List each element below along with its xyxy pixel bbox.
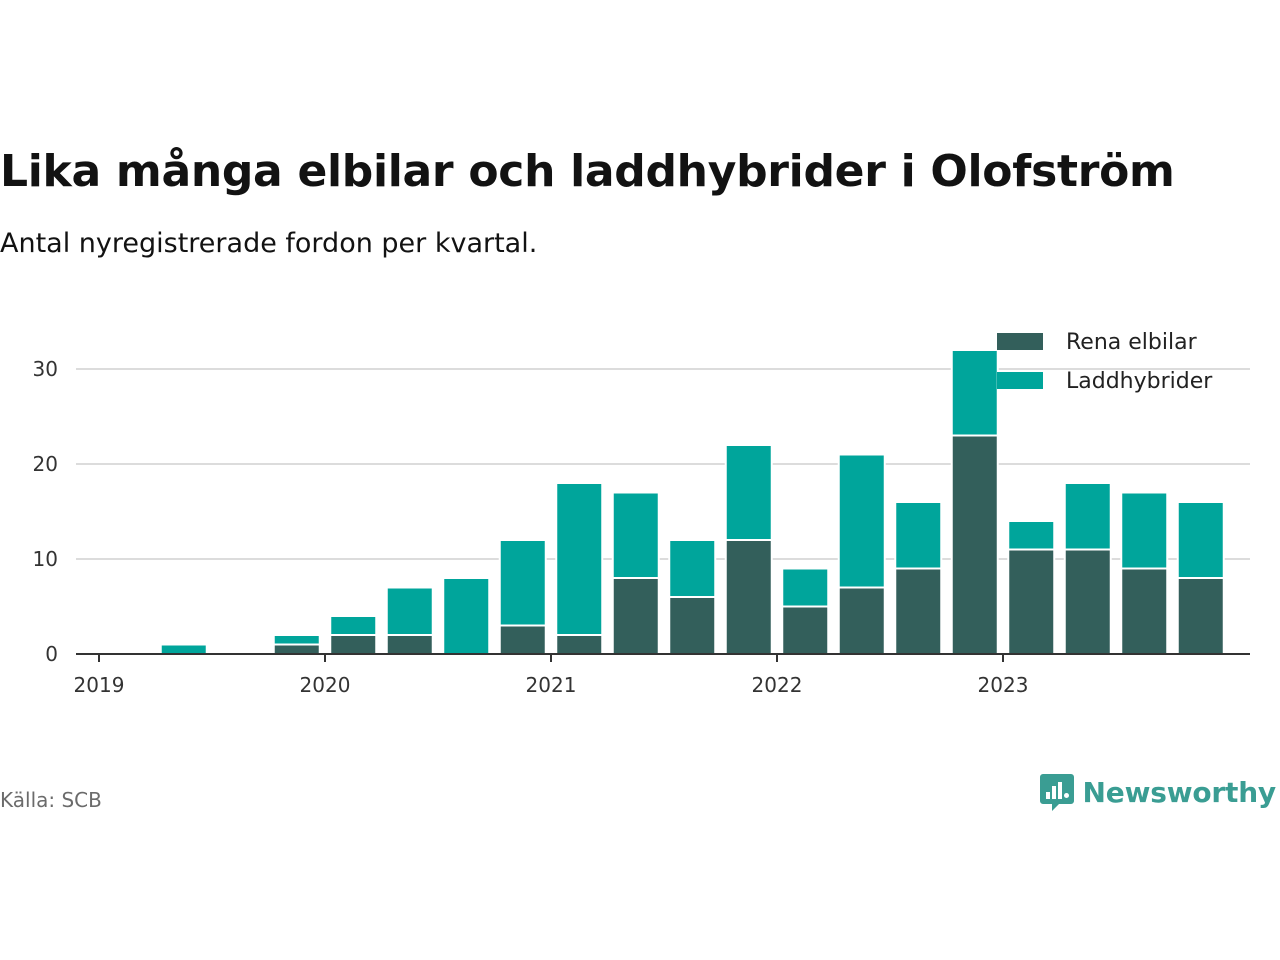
bar-laddhybrider [1120,491,1169,570]
bar-elbilar [894,567,943,655]
bar-elbilar [498,624,547,655]
bar-elbilar [724,539,773,655]
bar-laddhybrider [668,539,717,598]
brand-logo: Newsworthy [1039,772,1276,812]
bar-laddhybrider [498,539,547,627]
bar-laddhybrider [1176,501,1225,579]
bar-elbilar [1007,548,1056,655]
bar-elbilar [668,596,717,655]
bar-laddhybrider [159,643,208,655]
legend-swatch-elbilar [997,333,1043,350]
y-tick-label: 10 [33,547,58,571]
legend-swatch-laddhybrider [997,372,1043,389]
bar-laddhybrider [272,634,321,646]
x-tick-label: 2020 [300,673,351,697]
bar-laddhybrider [555,482,604,636]
bars [159,349,1225,655]
bar-laddhybrider [329,615,378,636]
x-tick-label: 2021 [526,673,577,697]
bar-elbilar [837,586,886,655]
bar-laddhybrider [1007,520,1056,551]
source-note: Källa: SCB [0,788,102,812]
y-axis-ticks: 0 10 20 30 [33,357,58,666]
bar-elbilar [1176,577,1225,655]
bar-elbilar [1063,548,1112,655]
bar-laddhybrider [611,491,660,579]
brand-name: Newsworthy [1082,775,1277,809]
bar-elbilar [1120,567,1169,655]
bar-laddhybrider [442,577,491,655]
bar-elbilar [329,634,378,655]
chart-subtitle: Antal nyregistrerade fordon per kvartal. [0,228,538,259]
bar-laddhybrider [385,586,434,636]
bar-laddhybrider [894,501,943,570]
bar-elbilar [272,643,321,655]
bar-elbilar [781,605,830,655]
bar-elbilar [555,634,604,655]
bar-laddhybrider [1063,482,1112,551]
x-tick-label: 2022 [752,673,803,697]
newsworthy-logo-icon [1039,774,1074,811]
x-tick-label: 2023 [978,673,1029,697]
x-axis-ticks: 2019 2020 2021 2022 2023 [74,654,1029,697]
x-tick-label: 2019 [74,673,125,697]
stacked-bar-chart: 0 10 20 30 2019 2020 2021 2022 2023 Rena elbila… [33,330,1250,697]
legend-label-elbilar: Rena elbilar [1066,330,1198,355]
y-tick-label: 30 [33,357,58,381]
bar-elbilar [611,577,660,655]
legend: Rena elbilar Laddhybrider [997,330,1213,394]
y-tick-label: 20 [33,452,58,476]
legend-label-laddhybrider: Laddhybrider [1066,369,1213,394]
chart-title: Lika många elbilar och laddhybrider i Ol… [0,146,1175,197]
bar-laddhybrider [837,453,886,589]
bar-laddhybrider [950,349,999,437]
bar-laddhybrider [781,567,830,608]
y-tick-label: 0 [45,642,58,666]
bar-elbilar [385,634,434,655]
bar-elbilar [950,434,999,655]
bar-laddhybrider [724,444,773,541]
